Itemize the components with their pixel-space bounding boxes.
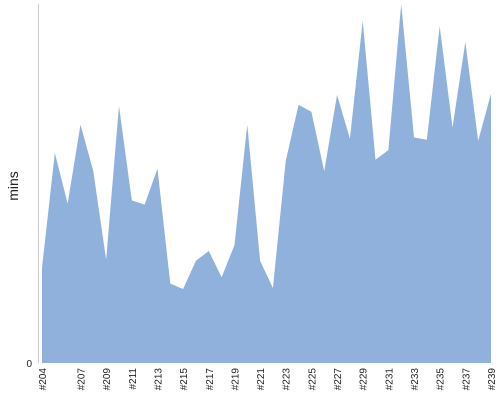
x-tick-label: #207: [76, 368, 87, 391]
x-tick-label: #235: [436, 368, 447, 391]
y-axis-ticks: 0: [26, 359, 32, 370]
x-tick-label: #233: [410, 368, 421, 391]
x-tick-label: #217: [205, 368, 216, 391]
x-tick-label: #209: [102, 368, 113, 391]
x-tick-label: #213: [153, 368, 164, 391]
x-tick-label: #223: [282, 368, 293, 391]
x-tick-label: #215: [179, 368, 190, 391]
x-tick-label: #211: [128, 368, 139, 390]
x-tick-label: #219: [230, 368, 241, 391]
area-series: [42, 4, 491, 363]
x-tick-label: #221: [256, 368, 267, 391]
x-tick-label: #239: [487, 368, 498, 391]
y-tick-label: 0: [26, 359, 32, 370]
x-axis-ticks: #204 #207 #209 #211 #213 #215 #217 #219 #221 #223…: [38, 368, 498, 391]
x-tick-label: #229: [359, 368, 370, 391]
x-tick-label: #227: [333, 368, 344, 391]
x-tick-label: #237: [461, 368, 472, 391]
y-axis-title: mins: [5, 171, 21, 201]
x-tick-label: #204: [38, 368, 49, 391]
x-tick-label: #231: [384, 368, 395, 391]
x-tick-label: #225: [307, 368, 318, 391]
